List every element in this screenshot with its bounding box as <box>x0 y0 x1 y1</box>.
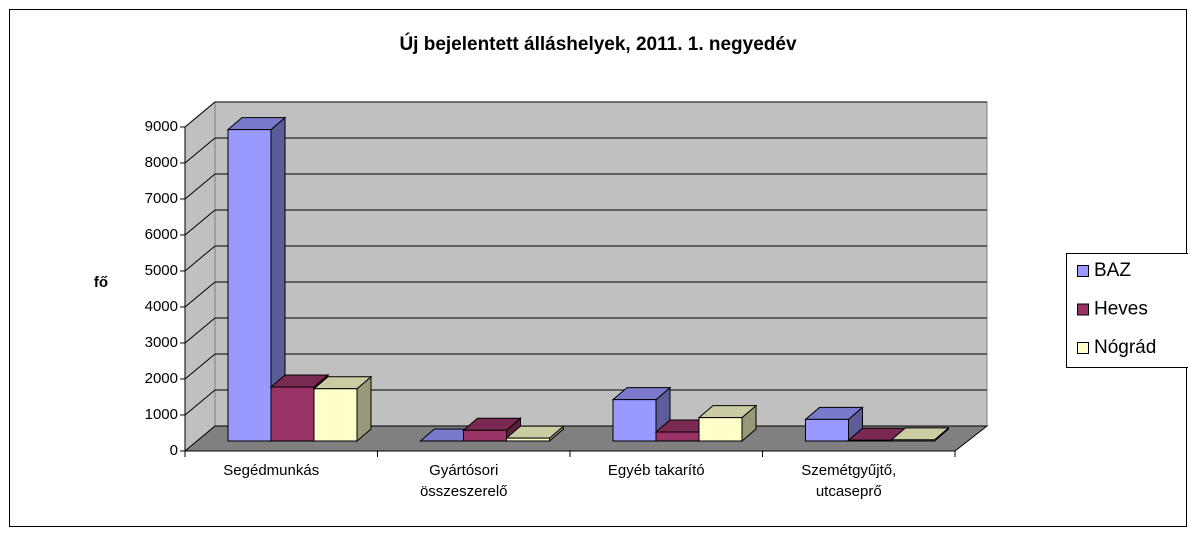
bar-front <box>270 386 315 442</box>
bar-front <box>805 418 849 442</box>
bar <box>312 375 373 443</box>
grid-line <box>184 173 216 200</box>
bar-front <box>313 388 358 442</box>
y-tick-label: 2000 <box>145 370 178 387</box>
bar-front <box>227 129 272 442</box>
legend-label: Nógrád <box>1094 337 1156 358</box>
y-tick-label: 9000 <box>145 118 178 135</box>
bar-front <box>891 439 935 442</box>
x-tick-label: Gyártósori összeszerelő <box>419 462 508 500</box>
legend-swatch <box>1077 303 1089 316</box>
grid-line <box>184 353 216 380</box>
bar-front <box>655 431 700 442</box>
bar <box>804 406 864 443</box>
chart-title: Új bejelentett álláshelyek, 2011. 1. neg… <box>399 33 797 55</box>
grid-line <box>184 101 216 128</box>
y-tick-label: 7000 <box>145 190 178 207</box>
bar-front <box>612 399 657 442</box>
legend-swatch <box>1077 265 1089 277</box>
bar-front <box>506 437 550 442</box>
legend-label: BAZ <box>1094 260 1131 281</box>
bar <box>697 404 758 443</box>
legend-label: Heves <box>1094 299 1148 320</box>
grid-line <box>184 137 216 164</box>
grid-line <box>184 209 216 236</box>
grid-line <box>184 389 216 416</box>
bar <box>890 426 950 443</box>
y-tick-label: 1000 <box>145 406 178 423</box>
grid-line <box>184 245 216 272</box>
grid-line <box>184 317 216 344</box>
grid-line <box>184 281 216 308</box>
y-axis-label: fő <box>94 274 108 291</box>
y-tick-label: 3000 <box>145 334 178 351</box>
bar <box>505 425 565 443</box>
x-tick-label: Szemétgyűjtő, utcaseprő <box>801 462 897 500</box>
x-tick-label: Segédmunkás <box>223 462 320 479</box>
y-tick-label: 4000 <box>145 298 178 315</box>
bar-front <box>698 417 743 442</box>
legend-swatch <box>1077 342 1089 354</box>
bar-front <box>463 429 507 442</box>
bar-front <box>848 439 892 442</box>
x-tick-label: Egyéb takarító <box>607 462 705 479</box>
left-wall <box>184 100 216 453</box>
y-tick-label: 6000 <box>145 226 178 243</box>
y-tick-label: 5000 <box>145 262 178 279</box>
y-tick-label: 0 <box>170 442 178 459</box>
bar <box>226 116 287 443</box>
y-tick-label: 8000 <box>145 154 178 171</box>
